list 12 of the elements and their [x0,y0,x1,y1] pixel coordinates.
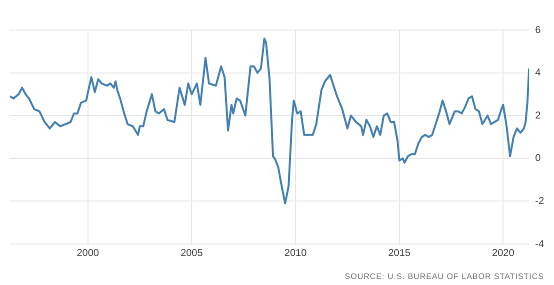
y-tick-label: 2 [535,110,542,122]
y-tick-label: 6 [535,24,542,36]
y-tick-label: 4 [535,68,542,79]
y-tick-label: -2 [535,196,544,207]
x-tick-label: 2000 [76,248,100,259]
x-tick-label: 2015 [388,248,411,259]
y-tick-label: 0 [535,153,542,164]
source-note: SOURCE: U.S. BUREAU OF LABOR STATISTICS [344,272,544,281]
x-tick-label: 2005 [180,248,204,259]
y-tick-label: -4 [535,238,544,250]
x-tick-label: 2020 [492,248,515,259]
x-tick-label: 2010 [284,248,308,259]
